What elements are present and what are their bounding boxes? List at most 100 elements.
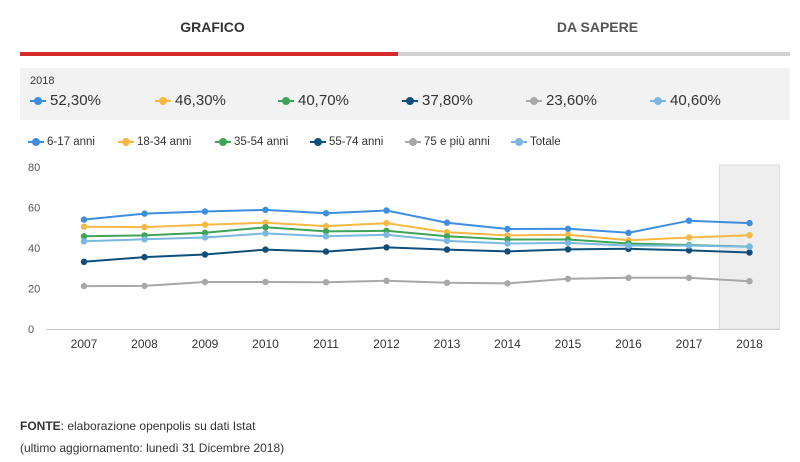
- y-tick-label: 40: [28, 243, 40, 255]
- legend-item-6-17[interactable]: 6-17 anni: [28, 136, 95, 148]
- data-point: [685, 247, 693, 254]
- data-point: [201, 229, 209, 236]
- series-marker-icon: [310, 137, 326, 147]
- data-point: [383, 207, 390, 214]
- series-marker-icon: [155, 96, 171, 106]
- data-point: [262, 230, 269, 237]
- source-text: : elaborazione openpolis su dati Istat: [60, 419, 256, 433]
- series-marker-icon: [28, 137, 44, 147]
- data-point: [564, 225, 572, 232]
- data-point: [564, 239, 572, 247]
- data-point: [383, 277, 390, 284]
- x-tick-label: 2015: [555, 337, 582, 351]
- data-point: [685, 234, 693, 241]
- source-label: FONTE: [20, 419, 61, 433]
- data-point: [746, 219, 753, 227]
- y-tick-label: 0: [28, 324, 34, 336]
- data-point: [262, 219, 269, 226]
- data-point: [746, 243, 753, 250]
- data-point: [141, 236, 148, 243]
- summary-panel: 2018 52,30% 46,30% 40,70% 37,80% 23,60% …: [20, 68, 790, 120]
- legend-item-35-54[interactable]: 35-54 anni: [215, 136, 288, 148]
- x-tick-label: 2009: [192, 337, 219, 351]
- data-point: [322, 228, 330, 235]
- legend-item-75[interactable]: 75 e più anni: [405, 136, 490, 148]
- y-tick-label: 20: [28, 284, 40, 296]
- tab-grafico[interactable]: GRAFICO: [180, 19, 245, 35]
- legend-item-totale[interactable]: Totale: [511, 136, 561, 148]
- data-point: [746, 232, 753, 239]
- data-point: [504, 248, 511, 255]
- series-marker-icon: [405, 137, 421, 147]
- x-tick-label: 2018: [736, 337, 763, 351]
- legend-label: 75 e più anni: [424, 136, 490, 148]
- x-tick-label: 2007: [71, 337, 98, 351]
- summary-value: 40,60%: [670, 92, 721, 109]
- tab-bar: GRAFICO DA SAPERE: [20, 0, 790, 58]
- legend-label: 35-54 anni: [234, 136, 289, 148]
- data-point: [262, 224, 269, 231]
- source-line: FONTE: elaborazione openpolis su dati Is…: [20, 415, 284, 437]
- data-point: [322, 222, 330, 230]
- chart-legend: 6-17 anni 18-34 anni 35-54 anni 55-74 an…: [28, 136, 788, 152]
- legend-label: 6-17 anni: [47, 136, 95, 148]
- data-point: [504, 280, 511, 287]
- x-tick-label: 2012: [373, 337, 400, 351]
- legend-item-55-74[interactable]: 55-74 anni: [310, 136, 383, 148]
- series-marker-icon: [118, 137, 134, 147]
- series-marker-icon: [30, 96, 46, 106]
- data-point: [201, 251, 209, 258]
- x-tick-label: 2010: [252, 337, 279, 351]
- legend-item-18-34[interactable]: 18-34 anni: [118, 136, 191, 148]
- summary-item-18-34: 46,30%: [155, 92, 226, 109]
- active-tab-indicator: [20, 52, 398, 56]
- x-tick-label: 2013: [434, 337, 461, 351]
- series-line: [83, 226, 750, 248]
- series-line: [83, 221, 750, 242]
- legend-label: 18-34 anni: [137, 136, 192, 148]
- summary-item-55-74: 37,80%: [402, 92, 473, 109]
- x-tick-label: 2014: [494, 337, 521, 351]
- data-point: [685, 242, 693, 249]
- y-tick-label: 60: [28, 203, 40, 215]
- data-point: [201, 234, 209, 241]
- data-point: [746, 278, 753, 285]
- data-point: [80, 233, 88, 240]
- data-point: [262, 206, 269, 214]
- summary-item-totale: 40,60%: [650, 92, 721, 109]
- series-line: [83, 246, 750, 263]
- data-point: [564, 275, 572, 282]
- data-point: [141, 253, 148, 261]
- summary-item-75: 23,60%: [526, 92, 597, 109]
- data-point: [746, 249, 753, 256]
- data-point: [625, 274, 632, 281]
- data-point: [141, 223, 148, 231]
- data-point: [141, 210, 148, 217]
- series-marker-icon: [215, 137, 231, 147]
- x-tick-label: 2011: [313, 337, 339, 351]
- y-tick-label: 80: [28, 162, 40, 174]
- summary-value: 46,30%: [175, 92, 226, 109]
- series-line: [83, 276, 750, 288]
- data-point: [443, 246, 451, 253]
- data-point: [201, 208, 209, 215]
- legend-label: 55-74 anni: [329, 136, 384, 148]
- inactive-tab-indicator: [398, 52, 790, 56]
- tab-da-sapere[interactable]: DA SAPERE: [556, 19, 639, 35]
- data-point: [80, 223, 88, 230]
- data-point: [443, 233, 451, 240]
- data-point: [625, 242, 632, 249]
- data-point: [504, 225, 511, 233]
- data-point: [383, 231, 390, 238]
- data-point: [625, 229, 632, 236]
- summary-item-35-54: 40,70%: [278, 92, 349, 109]
- series-marker-icon: [526, 96, 542, 106]
- data-point: [201, 278, 209, 286]
- series-line: [83, 232, 750, 248]
- summary-item-6-17: 52,30%: [30, 92, 101, 109]
- data-point: [564, 246, 572, 253]
- data-point: [564, 231, 572, 238]
- data-point: [262, 278, 269, 286]
- data-point: [322, 210, 330, 217]
- data-point: [80, 216, 88, 223]
